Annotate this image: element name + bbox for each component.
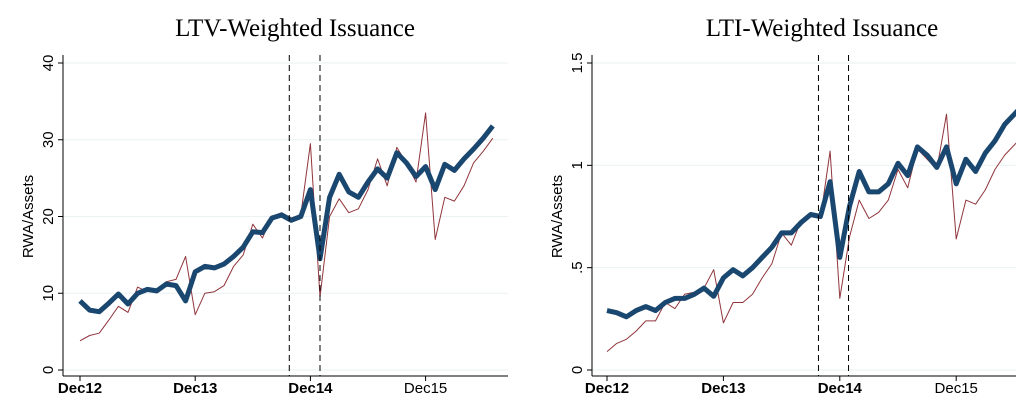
y-tick-label: 0	[569, 366, 586, 374]
y-axis-title: RWA/Assets	[20, 175, 37, 258]
y-tick-label: .5	[569, 261, 586, 274]
plot-area	[592, 62, 1016, 371]
x-tick-label: Dec13	[173, 380, 217, 397]
x-tick-label: Dec14	[818, 380, 863, 397]
x-tick-label: Dec13	[701, 380, 745, 397]
y-tick-label: 10	[40, 285, 57, 302]
series-line	[606, 113, 1016, 352]
x-tick-label: Dec14	[288, 380, 333, 397]
y-tick-label: 1	[569, 161, 586, 169]
y-tick-label: 30	[40, 131, 57, 148]
y-tick-label: 40	[40, 55, 57, 72]
chart-title: LTV-Weighted Issuance	[175, 15, 415, 42]
y-tick-label: 0	[40, 366, 57, 374]
x-tick-label: Dec15	[404, 380, 447, 397]
series-line	[79, 112, 494, 342]
chart-title: LTI-Weighted Issuance	[706, 15, 938, 42]
series-line	[606, 108, 1016, 320]
y-tick-label: 20	[40, 208, 57, 225]
x-tick-label: Dec12	[585, 380, 629, 397]
series-line	[78, 124, 495, 315]
y-axis-title: RWA/Assets	[549, 175, 566, 258]
x-tick-label: Dec15	[935, 380, 978, 397]
y-tick-label: 1.5	[569, 53, 586, 74]
x-tick-label: Dec12	[58, 380, 102, 397]
plot-area	[63, 62, 508, 371]
